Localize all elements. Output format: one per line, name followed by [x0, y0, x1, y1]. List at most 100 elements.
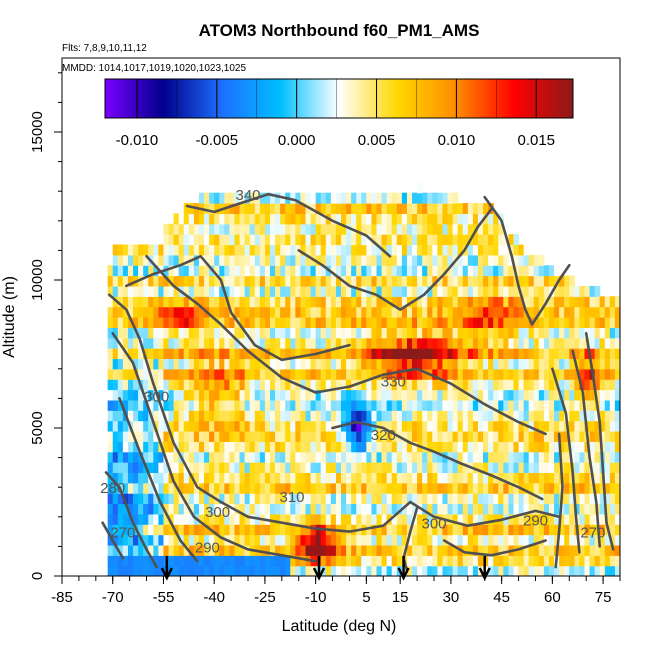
- heatmap-cell: [300, 544, 307, 556]
- heatmap-cell: [275, 192, 281, 204]
- heatmap-cell: [533, 462, 540, 473]
- heatmap-cell: [310, 296, 317, 308]
- heatmap-cell: [320, 234, 327, 246]
- heatmap-cell: [376, 317, 383, 328]
- heatmap-cell: [543, 358, 550, 370]
- contour-line: [185, 192, 392, 258]
- heatmap-cell: [275, 524, 281, 536]
- heatmap-cell: [422, 544, 428, 556]
- heatmap-cell: [356, 534, 362, 546]
- heatmap-cell: [290, 462, 296, 473]
- heatmap-cell: [305, 389, 312, 401]
- heatmap-cell: [188, 368, 195, 380]
- heatmap-cell: [457, 275, 464, 287]
- heatmap-cell: [310, 565, 317, 576]
- heatmap-cell: [183, 389, 190, 401]
- heatmap-cell: [275, 399, 281, 411]
- heatmap-cell: [133, 296, 139, 308]
- heatmap-cell: [396, 555, 403, 567]
- heatmap-cell: [584, 451, 591, 463]
- contour-line: [551, 367, 581, 554]
- heatmap-cell: [229, 420, 236, 432]
- heatmap-cell: [107, 503, 114, 515]
- heatmap-cell: [584, 534, 591, 546]
- heatmap-cell: [153, 513, 159, 525]
- heatmap-cell: [396, 223, 403, 235]
- heatmap-cell: [447, 348, 454, 360]
- heatmap-cell: [107, 379, 114, 391]
- heatmap-cell: [391, 534, 398, 546]
- heatmap-cell: [188, 555, 195, 567]
- heatmap-cell: [594, 462, 601, 473]
- heatmap-cell: [285, 317, 291, 328]
- heatmap-cell: [554, 317, 560, 328]
- heatmap-cell: [127, 379, 134, 391]
- heatmap-cell: [320, 451, 327, 463]
- heatmap-cell: [462, 203, 469, 214]
- heatmap-cell: [361, 555, 367, 567]
- heatmap-cell: [249, 503, 256, 515]
- heatmap-cell: [275, 420, 281, 432]
- heatmap-cell: [249, 306, 256, 318]
- heatmap-cell: [391, 503, 398, 515]
- heatmap-cell: [325, 296, 332, 308]
- heatmap-cell: [107, 430, 114, 442]
- heatmap-cell: [386, 213, 393, 225]
- heatmap-cell: [412, 244, 418, 256]
- heatmap-cell: [609, 451, 616, 463]
- heatmap-cell: [198, 306, 205, 318]
- heatmap-cell: [417, 213, 423, 225]
- heatmap-cell: [280, 203, 286, 214]
- heatmap-cell: [310, 379, 317, 391]
- heatmap-cell: [315, 472, 322, 484]
- heatmap-cell: [112, 244, 119, 256]
- heatmap-cell: [391, 192, 398, 204]
- heatmap-cell: [599, 358, 606, 370]
- heatmap-cell: [437, 254, 444, 266]
- heatmap-cell: [239, 234, 246, 246]
- heatmap-cell: [437, 368, 444, 380]
- heatmap-cell: [133, 513, 139, 525]
- heatmap-cell: [518, 472, 525, 484]
- heatmap-cell: [412, 265, 418, 277]
- heatmap-cell: [437, 337, 444, 349]
- heatmap-cell: [153, 544, 159, 556]
- heatmap-cell: [280, 368, 286, 380]
- heatmap-cell: [219, 513, 225, 525]
- heatmap-cell: [112, 524, 119, 536]
- heatmap-cell: [234, 234, 241, 246]
- heatmap-cell: [422, 317, 428, 328]
- heatmap-cell: [341, 348, 347, 360]
- heatmap-cell: [488, 565, 494, 576]
- heatmap-cell: [432, 306, 438, 318]
- heatmap-cell: [569, 503, 575, 515]
- heatmap-cell: [513, 462, 520, 473]
- heatmap-cell: [371, 555, 378, 567]
- heatmap-cell: [315, 462, 322, 473]
- heatmap-cell: [381, 234, 388, 246]
- heatmap-cell: [346, 399, 352, 411]
- heatmap-cell: [112, 306, 119, 318]
- heatmap-cell: [219, 451, 225, 463]
- heatmap-cell: [533, 503, 540, 515]
- heatmap-cell: [477, 503, 484, 515]
- heatmap-cell: [351, 275, 357, 287]
- heatmap-cell: [513, 399, 520, 411]
- heatmap-cell: [528, 555, 535, 567]
- heatmap-cell: [346, 544, 352, 556]
- heatmap-cell: [528, 462, 535, 473]
- heatmap-cell: [518, 275, 525, 287]
- heatmap-cell: [229, 348, 236, 360]
- heatmap-cell: [173, 555, 180, 567]
- heatmap-cell: [417, 348, 423, 360]
- heatmap-cell: [523, 337, 530, 349]
- heatmap-cell: [406, 441, 413, 453]
- heatmap-cell: [209, 368, 215, 380]
- heatmap-cell: [589, 544, 596, 556]
- heatmap-cell: [224, 524, 230, 536]
- heatmap-cell: [153, 462, 159, 473]
- heatmap-cell: [396, 493, 403, 505]
- heatmap-cell: [315, 379, 322, 391]
- heatmap-cell: [163, 410, 170, 422]
- heatmap-cell: [472, 430, 479, 442]
